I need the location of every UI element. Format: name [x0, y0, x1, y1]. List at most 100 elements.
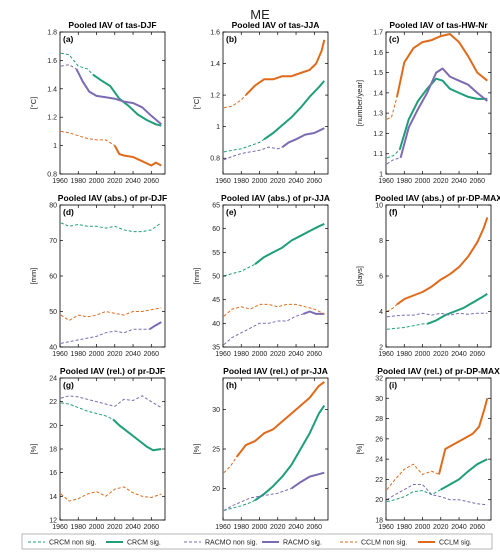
- y-tick-label: 24: [49, 376, 57, 383]
- series-line-cclm-sig: [438, 398, 489, 475]
- y-tick-label: 35: [212, 345, 220, 352]
- series-line-cclm-sig: [396, 217, 489, 306]
- plot-frame: [385, 377, 492, 521]
- x-tick-label: 2000: [252, 524, 268, 531]
- chart-panel: Pooled IAV of tas-DJF 1960 1980 2000 2020 204…: [29, 20, 166, 185]
- series-line-cclm-nonsig: [60, 486, 162, 502]
- series-line-crcm-nonsig: [386, 323, 428, 330]
- y-tick-label: 1.4: [47, 86, 57, 93]
- x-tick-label: 2020: [107, 524, 123, 531]
- x-tick-label: 2060: [470, 178, 486, 185]
- y-tick-label: 1.2: [210, 93, 220, 100]
- plot-frame: [385, 204, 492, 348]
- series-line-crcm-nonsig: [386, 149, 401, 159]
- y-tick-label: 30: [212, 407, 220, 414]
- panel-title: Pooled IAV (abs.) of pr-DP-MAX: [375, 193, 500, 203]
- panel-letter: (e): [226, 207, 237, 217]
- y-tick-label: 45: [212, 297, 220, 304]
- x-tick-label: 2000: [415, 351, 431, 358]
- x-tick-label: 2040: [451, 178, 467, 185]
- legend-label: CRCM sig.: [127, 540, 161, 547]
- y-tick-label: 24: [375, 457, 383, 464]
- series-line-crcm-nonsig: [60, 402, 114, 420]
- panel-title: Pooled IAV (abs.) of pr-JJA: [221, 193, 330, 203]
- y-tick-label: 1: [216, 124, 220, 131]
- series-line-racmo-nonsig: [386, 312, 488, 318]
- x-tick-label: 2040: [288, 351, 304, 358]
- y-tick-label: 1.6: [373, 50, 383, 57]
- panel-title: Pooled IAV of tas-HW-Nr: [389, 20, 488, 30]
- y-tick-label: 80: [49, 203, 57, 210]
- series-line-crcm-sig: [112, 418, 162, 452]
- legend-label: CCLM non sig.: [361, 540, 407, 547]
- x-tick-label: 2020: [270, 524, 286, 531]
- y-tick-label: 55: [212, 250, 220, 257]
- panel-letter: (i): [389, 380, 397, 390]
- x-tick-label: 2040: [288, 524, 304, 531]
- legend-label: RACMO sig.: [283, 540, 322, 547]
- y-tick-label: 1: [53, 143, 57, 150]
- x-tick-label: 2040: [288, 178, 304, 185]
- y-axis-label: [°C]: [29, 97, 38, 110]
- series-group: [60, 52, 162, 167]
- x-tick-label: 1960: [52, 524, 68, 531]
- x-tick-label: 1980: [396, 351, 412, 358]
- legend-label: RACMO non sig.: [205, 540, 258, 547]
- panel-title: Pooled IAV (abs.) of pr-DJF: [58, 193, 167, 203]
- legend-label: CRCM non sig.: [49, 540, 97, 547]
- y-tick-label: 8: [379, 238, 383, 245]
- legend-label: CCLM sig.: [439, 540, 472, 547]
- series-line-racmo-sig: [290, 471, 325, 490]
- series-line-racmo-sig: [399, 67, 488, 159]
- series-line-racmo-nonsig: [223, 487, 292, 511]
- y-tick-label: 40: [212, 321, 220, 328]
- legend: CRCM non sig. CRCM sig. RACMO non sig. RACM…: [21, 533, 493, 550]
- panel-title: Pooled IAV (rel.) of pr-DP-MAX: [377, 366, 500, 376]
- x-tick-label: 2000: [415, 524, 431, 531]
- x-tick-label: 2060: [307, 178, 323, 185]
- panel-letter: (g): [63, 380, 74, 390]
- series-line-crcm-nonsig: [223, 263, 256, 277]
- y-tick-label: 1.2: [47, 115, 57, 122]
- y-tick-label: 60: [212, 226, 220, 233]
- y-axis-label: [%]: [355, 444, 364, 455]
- series-line-cclm-nonsig: [60, 307, 162, 321]
- series-line-cclm-sig: [235, 381, 325, 458]
- y-tick-label: 20: [49, 423, 57, 430]
- x-tick-label: 2060: [144, 524, 160, 531]
- x-tick-label: 2040: [451, 351, 467, 358]
- series-line-crcm-sig: [92, 73, 162, 127]
- series-line-cclm-sig: [245, 39, 326, 96]
- x-tick-label: 1980: [233, 524, 249, 531]
- series-group: [223, 381, 326, 511]
- y-tick-label: 25: [212, 447, 220, 454]
- series-line-cclm-nonsig: [386, 463, 440, 490]
- y-tick-label: 10: [375, 203, 383, 210]
- plot-frame: [59, 204, 166, 348]
- y-tick-label: 40: [49, 345, 57, 352]
- plot-frame: [222, 31, 329, 175]
- series-line-racmo-nonsig: [223, 313, 304, 345]
- series-line-crcm-sig: [426, 292, 488, 325]
- x-tick-label: 2000: [252, 351, 268, 358]
- series-group: [223, 222, 325, 345]
- y-tick-label: 0.8: [210, 156, 220, 163]
- x-tick-label: 2020: [433, 178, 449, 185]
- y-tick-label: 1.6: [47, 58, 57, 65]
- x-tick-label: 2000: [89, 524, 105, 531]
- y-tick-label: 20: [375, 497, 383, 504]
- x-tick-label: 2020: [270, 351, 286, 358]
- y-axis-label: [%]: [192, 444, 201, 455]
- y-tick-label: 1.6: [210, 30, 220, 37]
- y-tick-label: 4: [379, 309, 383, 316]
- series-line-crcm-nonsig: [223, 499, 256, 511]
- y-tick-label: 6: [379, 274, 383, 281]
- series-line-crcm-sig: [263, 80, 326, 141]
- y-tick-label: 32: [375, 376, 383, 383]
- y-tick-label: 1.5: [373, 70, 383, 77]
- panel-title: Pooled IAV (rel.) of pr-JJA: [223, 366, 328, 376]
- figure-title: ME: [250, 7, 270, 22]
- panel-letter: (a): [63, 34, 74, 44]
- panel-letter: (d): [63, 207, 74, 217]
